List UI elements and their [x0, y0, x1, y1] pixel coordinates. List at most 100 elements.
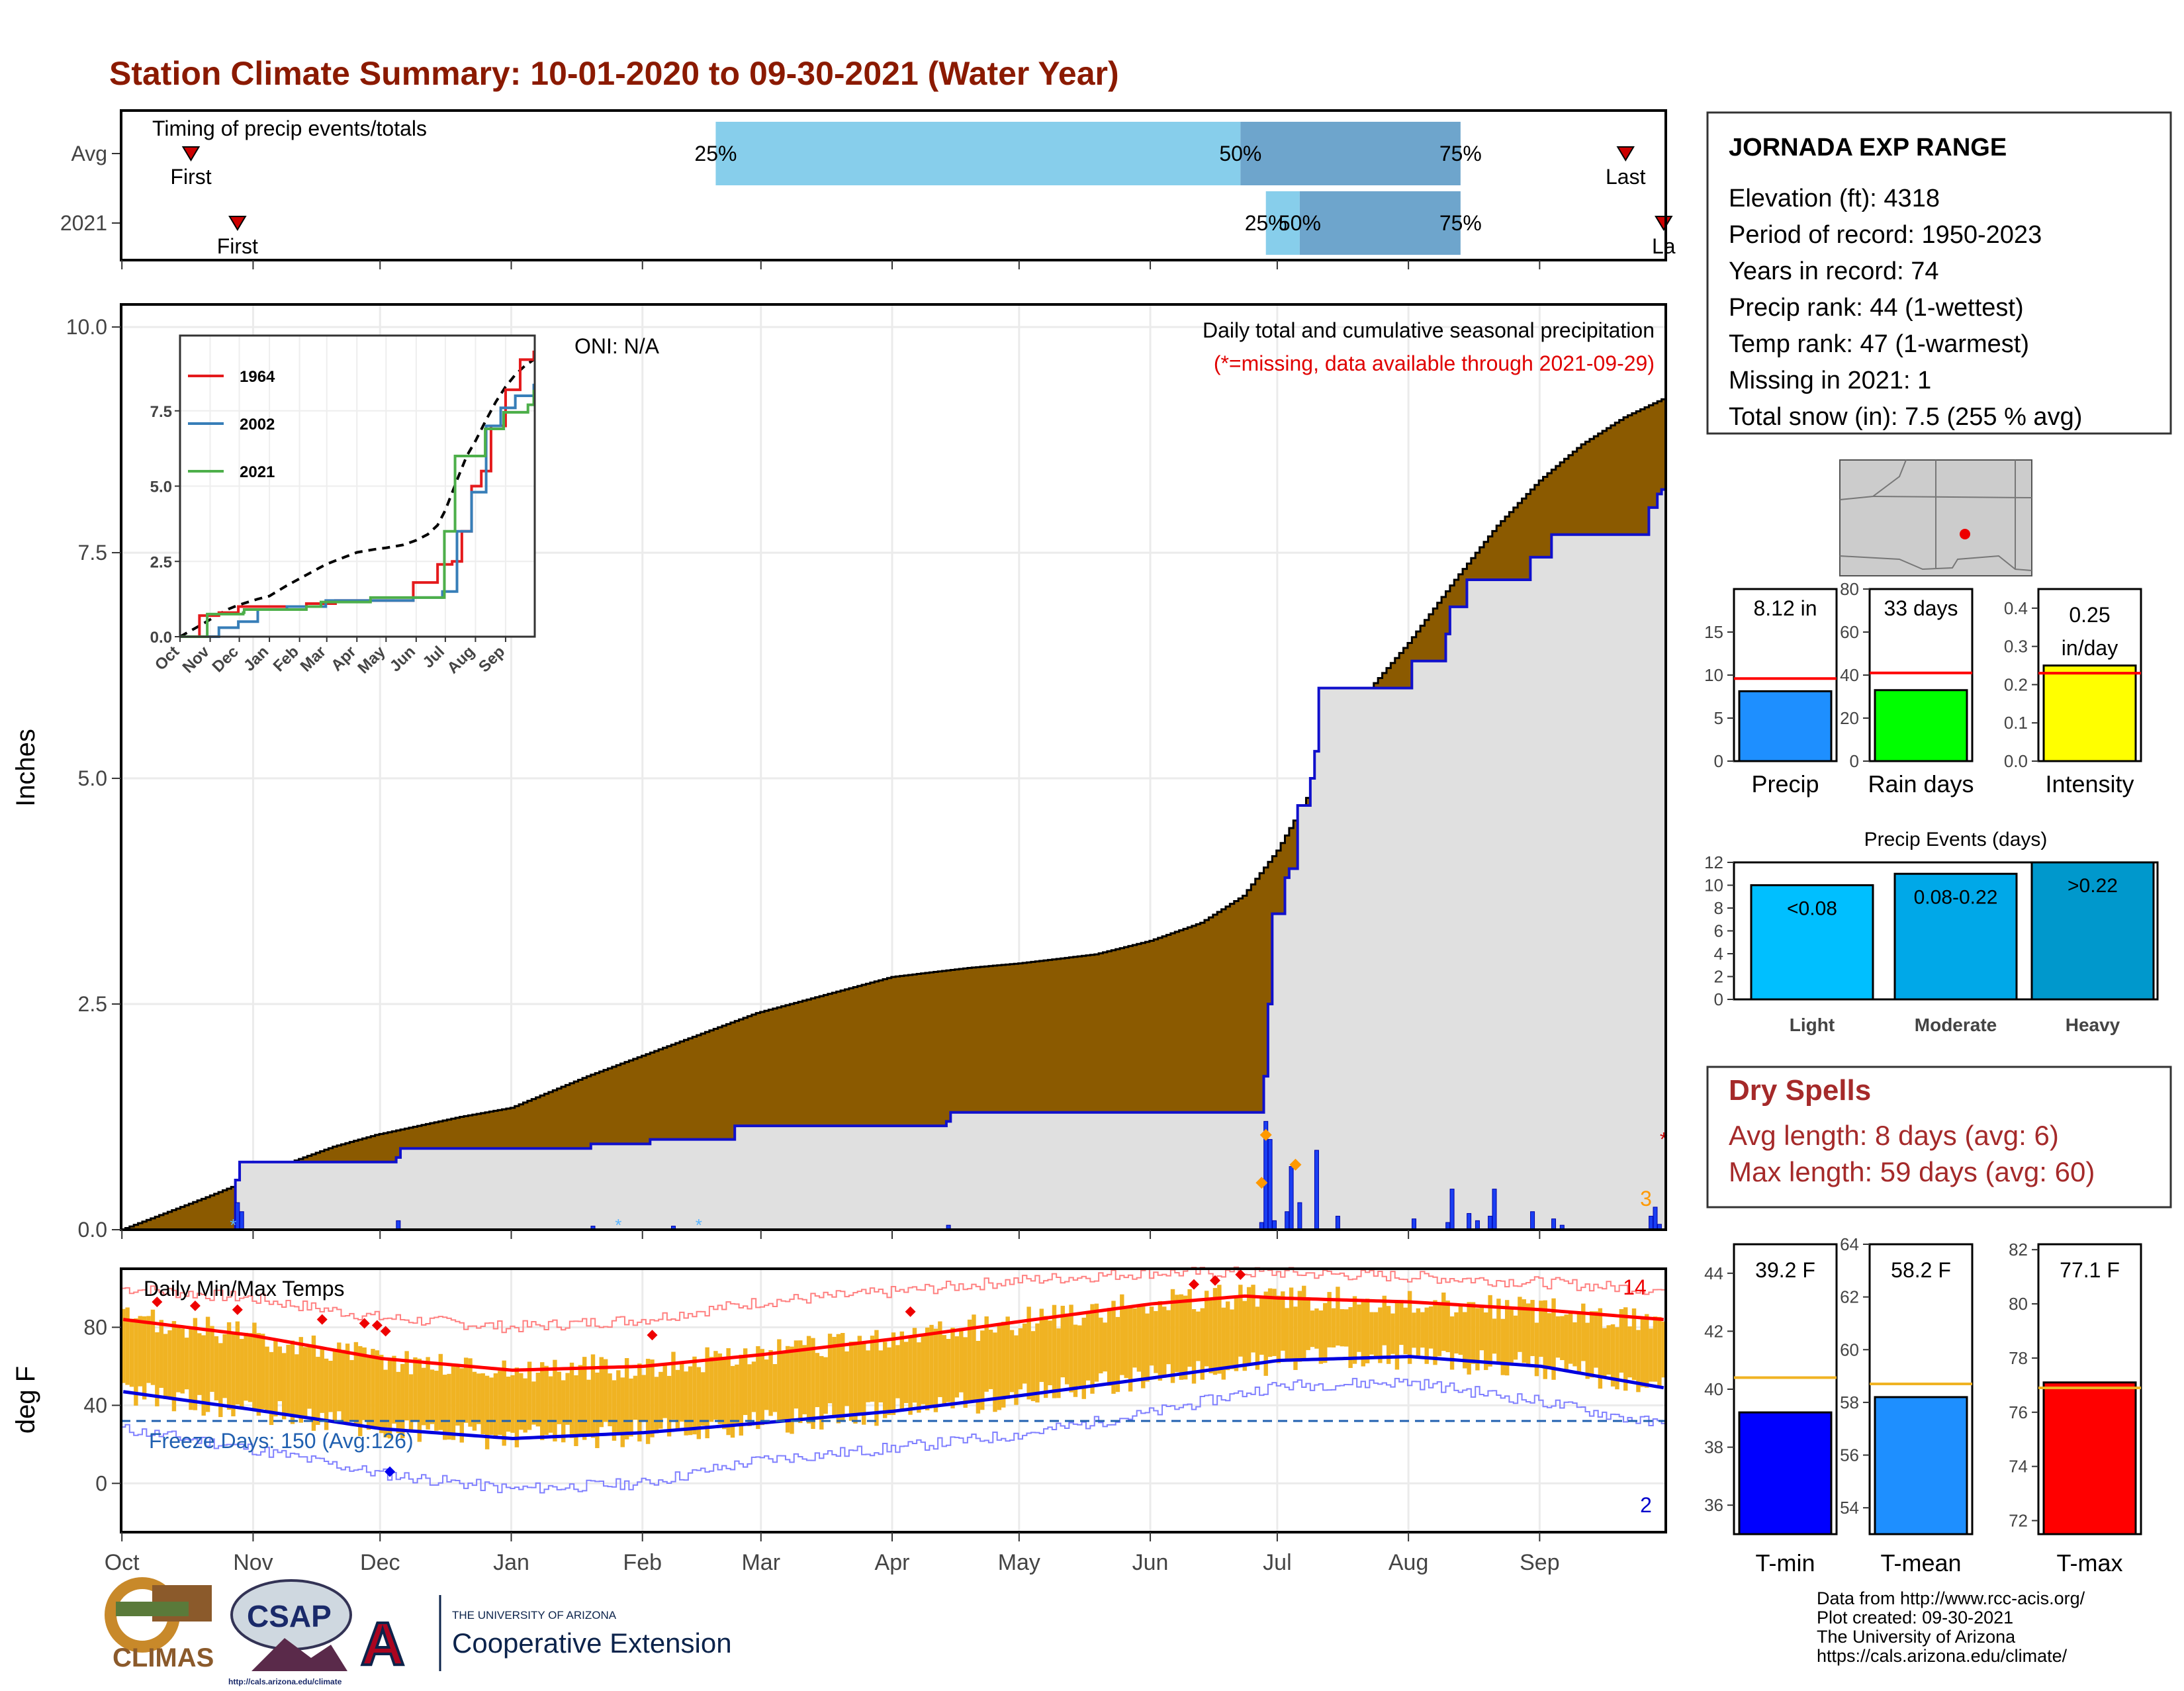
temp-daily-bar — [684, 1371, 688, 1436]
temp-daily-bar — [134, 1318, 138, 1406]
precip-daily-bar — [1649, 1216, 1654, 1230]
tempbar-ytick-label: 74 — [2009, 1457, 2028, 1477]
temp-daily-bar — [772, 1364, 778, 1412]
temp-daily-bar — [878, 1350, 884, 1402]
temp-daily-bar — [1069, 1304, 1073, 1393]
temp-daily-bar — [1285, 1308, 1289, 1362]
temp-daily-bar — [1352, 1296, 1357, 1364]
temp-daily-bar — [1145, 1313, 1150, 1382]
snow-day-marker: * — [615, 1215, 621, 1235]
timing-p50-label: 50% — [1219, 142, 1261, 165]
dry-spells-frame — [1706, 1066, 2172, 1209]
temp-daily-bar — [1230, 1309, 1234, 1369]
summary-bar-precip — [1738, 690, 1833, 762]
temp-daily-bar — [281, 1353, 287, 1420]
climas-stripe — [116, 1602, 189, 1616]
summary-ytick-label: 5 — [1714, 708, 1723, 728]
timing-bar-50-75 — [1299, 191, 1461, 255]
temp-daily-bar — [422, 1367, 426, 1426]
temp-daily-bar — [1314, 1308, 1319, 1349]
temp-daily-bar — [1009, 1330, 1015, 1393]
temp-daily-bar — [1293, 1306, 1298, 1370]
temp-daily-bar — [129, 1318, 134, 1387]
temp-daily-bar — [273, 1340, 278, 1417]
temp-daily-bar — [1221, 1307, 1226, 1380]
temp-daily-bar — [1513, 1315, 1518, 1360]
temp-daily-bar — [1001, 1322, 1006, 1408]
temp-daily-bar — [324, 1358, 329, 1430]
temp-daily-bar — [612, 1380, 617, 1441]
events-ytick-label: 6 — [1714, 921, 1723, 941]
temp-daily-bar — [189, 1328, 193, 1410]
temp-daily-bar — [590, 1354, 596, 1438]
temp-daily-bar — [1424, 1307, 1429, 1364]
temp-daily-bar — [1649, 1328, 1653, 1382]
temp-daily-bar — [167, 1330, 172, 1398]
temp-daily-bar — [862, 1343, 866, 1425]
temp-daily-bar — [654, 1377, 659, 1434]
temp-daily-bar — [874, 1330, 879, 1426]
precip-daily-bar — [1449, 1189, 1455, 1230]
temp-daily-bar — [1463, 1312, 1467, 1369]
tempbar-ytick-label: 76 — [2009, 1402, 2028, 1422]
temp-daily-bar — [1048, 1320, 1052, 1385]
temp-daily-bar — [1530, 1300, 1535, 1356]
temp-daily-bar — [316, 1357, 320, 1425]
temp-daily-bar — [163, 1334, 168, 1399]
temp-daily-bar — [599, 1357, 604, 1428]
temp-daily-bar — [1615, 1327, 1619, 1390]
precip-ylabel: Inches — [11, 729, 40, 807]
tempbar-t-mean — [1874, 1396, 1968, 1535]
temp-daily-bar — [561, 1380, 566, 1443]
temp-daily-bar — [1458, 1304, 1463, 1355]
temp-daily-bar — [1551, 1298, 1556, 1380]
tempbar-t-min — [1738, 1411, 1833, 1535]
precip-event-marker — [1255, 1177, 1268, 1189]
temp-daily-bar — [1365, 1299, 1370, 1363]
temp-daily-bar — [1336, 1287, 1340, 1346]
summary-ytick-label: 60 — [1840, 622, 1859, 642]
events-ytick-label: 8 — [1714, 898, 1723, 918]
events-bar-moderate — [1893, 872, 2018, 1001]
temp-daily-bar — [1378, 1307, 1383, 1363]
temp-daily-bar — [1518, 1297, 1522, 1352]
temp-daily-bar — [1005, 1316, 1010, 1399]
temp-daily-bar — [320, 1348, 324, 1413]
temp-daily-bar — [1589, 1311, 1594, 1378]
temp-daily-bar — [442, 1375, 447, 1440]
temp-daily-bar — [358, 1346, 363, 1436]
events-category-label: Light — [1790, 1015, 1835, 1035]
csap-mountain — [251, 1638, 347, 1671]
temp-daily-bar — [1416, 1308, 1421, 1356]
temp-daily-bar — [548, 1376, 553, 1433]
temp-daily-bar — [392, 1355, 396, 1424]
temp-daily-bar — [1386, 1306, 1391, 1364]
precip-event-marker — [1259, 1128, 1272, 1141]
temp-daily-bar — [701, 1372, 705, 1426]
temp-daily-bar — [1052, 1304, 1057, 1398]
station-info-line: Period of record: 1950-2023 — [1729, 221, 2042, 249]
temp-daily-bar — [1653, 1316, 1658, 1382]
temp-daily-bar — [502, 1360, 506, 1446]
temp-daily-bar — [447, 1373, 451, 1440]
record-high-marker — [1209, 1275, 1220, 1286]
month-label: Aug — [1388, 1550, 1429, 1575]
temp-daily-bar — [659, 1371, 663, 1429]
temp-daily-bar — [261, 1334, 265, 1410]
summary-bars: 8.12 in Precip 0 5 10 15 33 days Rain days 0 20 40… — [1704, 579, 2142, 798]
temp-daily-bar — [1238, 1285, 1243, 1357]
temp-daily-bar — [1428, 1306, 1433, 1349]
tempbar-panel-label: T-mean — [1880, 1549, 1961, 1577]
tempbar-panel-label: T-max — [2056, 1549, 2122, 1577]
temp-daily-bar — [197, 1333, 202, 1395]
station-location-marker — [1960, 529, 1970, 539]
temp-daily-bar — [899, 1331, 904, 1410]
temp-daily-bar — [180, 1328, 185, 1394]
events-ytick-label: 2 — [1714, 967, 1723, 987]
dry-spells-avg: Avg length: 8 days (avg: 6) — [1729, 1120, 2059, 1151]
temp-daily-bar — [531, 1381, 536, 1425]
temp-daily-bar — [1018, 1328, 1023, 1390]
precip-daily-bar — [1272, 1220, 1277, 1230]
temp-daily-bar — [747, 1364, 752, 1426]
